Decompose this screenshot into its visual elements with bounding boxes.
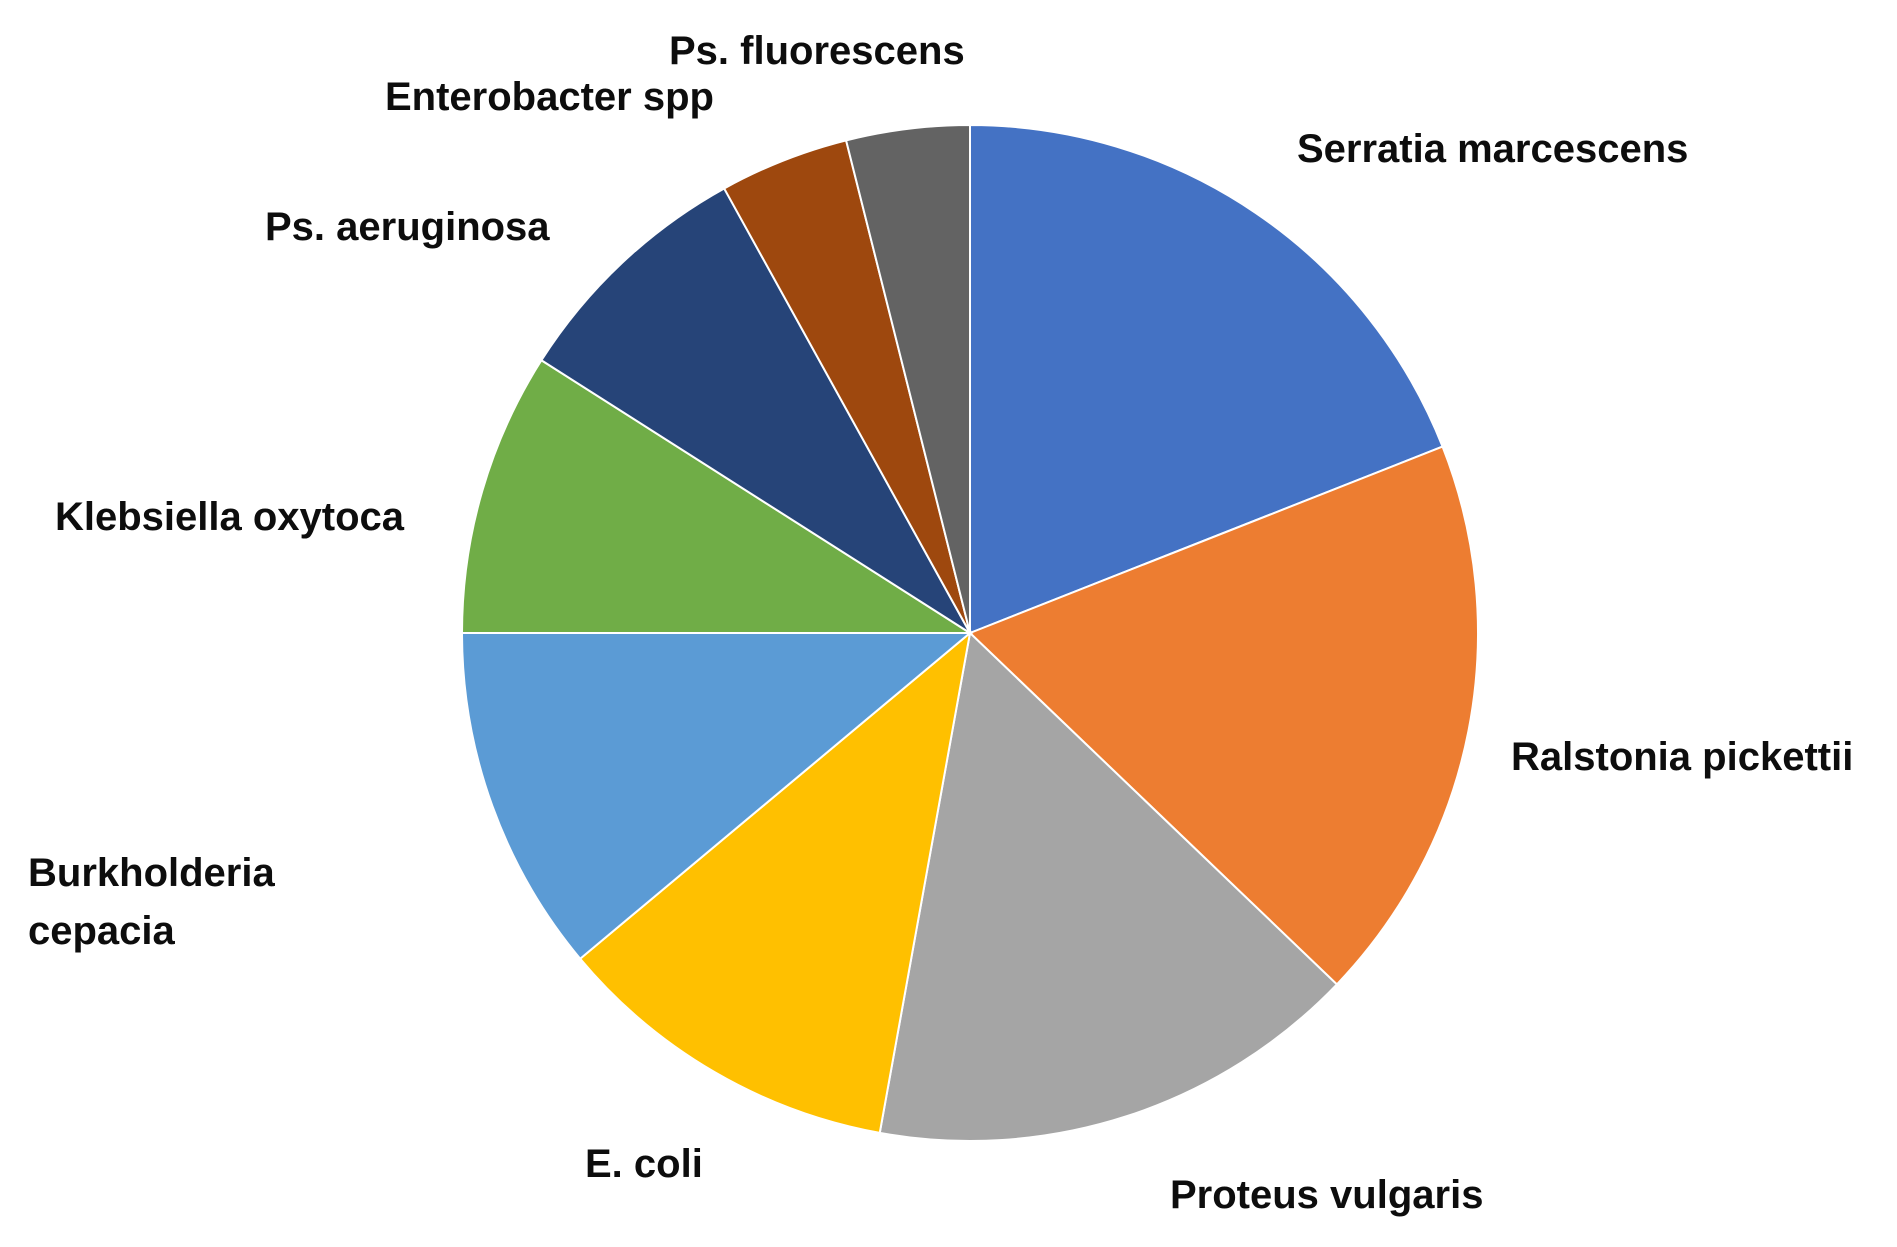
label-burkholderia-line-2: cepacia <box>28 909 176 953</box>
label-burkholderia-cepacia: Burkholderia cepacia <box>28 851 286 953</box>
label-burkholderia-line-1: Burkholderia <box>28 851 275 895</box>
pie-slice-ralstonia-pickettii <box>968 445 1479 986</box>
label-e-coli: E. coli <box>585 1142 703 1186</box>
pie-labels: Serratia marcescens Ralstonia pickettii … <box>28 29 1853 1217</box>
label-serratia-marcescens: Serratia marcescens <box>1297 127 1688 171</box>
pie-slice-serratia-marcescens <box>969 123 1444 635</box>
pie-slice-ps-fluorescens <box>844 123 971 634</box>
label-proteus-vulgaris: Proteus vulgaris <box>1170 1173 1483 1217</box>
pie-slice-burkholderia-cepacia <box>460 632 973 961</box>
pie-slice-klebsiella-oxytoca <box>460 358 974 634</box>
pie-slice-proteus-vulgaris <box>878 630 1339 1142</box>
label-ps-aeruginosa: Ps. aeruginosa <box>265 205 550 249</box>
label-ps-fluorescens: Ps. fluorescens <box>669 29 965 73</box>
pie-slice-e-coli <box>578 630 972 1135</box>
label-klebsiella-oxytoca: Klebsiella oxytoca <box>55 495 405 539</box>
label-ralstonia-pickettii: Ralstonia pickettii <box>1511 735 1853 779</box>
pie-slice-ps-aeruginosa <box>540 187 971 634</box>
pie-slices <box>460 123 1479 1142</box>
label-enterobacter-spp: Enterobacter spp <box>385 75 714 119</box>
